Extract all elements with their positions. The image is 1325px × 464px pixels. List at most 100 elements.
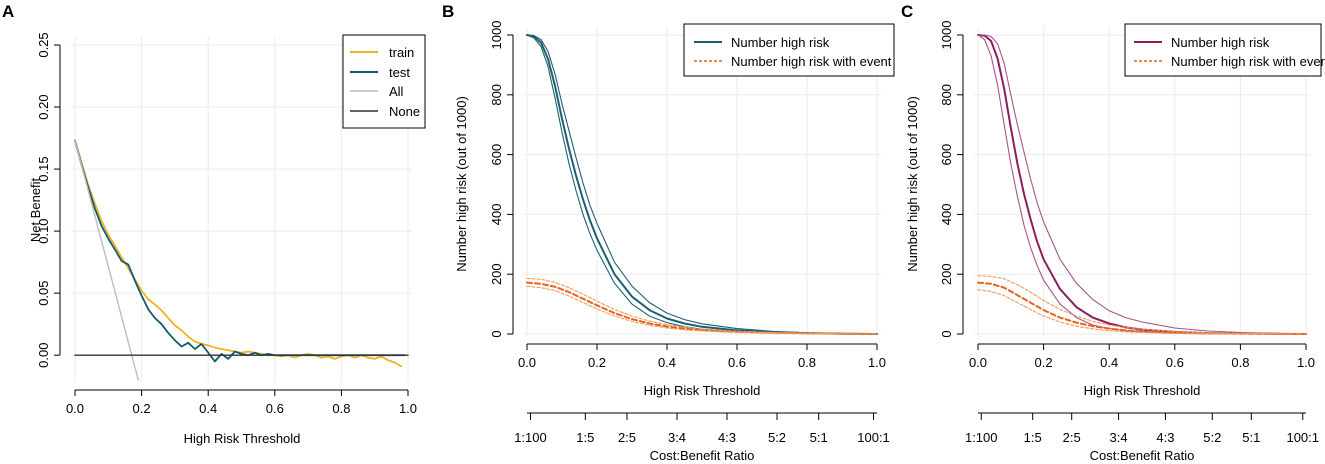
x-tick-label-b-2: 0.4: [658, 355, 676, 370]
y-tick-label-a-5: 0.25: [36, 32, 51, 57]
x-tick-label-b-1: 0.2: [588, 355, 606, 370]
cost-benefit-label-b-7: 100:1: [857, 430, 890, 445]
x-tick-label-a-5: 1.0: [399, 401, 417, 416]
cost-benefit-label-b-2: 2:5: [618, 430, 636, 445]
panel-c: C 0.0 0.2 0.4 0.6 0.8 1.0 1:100 1:5 2:5 3:4 4:3 5:…: [901, 2, 1325, 463]
panel-b: B 0.0 0.2 0.4 0.6 0.8 1.0 1:100 1:5 2:5 3:4 4:3 5:…: [442, 2, 895, 463]
legend-box-c: [1124, 23, 1322, 77]
legend-label-event-b: Number high risk with event: [731, 54, 892, 69]
legend-label-all: All: [389, 84, 404, 99]
x-tick-label-b-0: 0.0: [518, 355, 536, 370]
series-b-number-high-risk: [526, 34, 878, 335]
y-tick-label-a-4: 0.20: [36, 94, 51, 119]
cost-benefit-title-c: Cost:Benefit Ratio: [1090, 448, 1195, 463]
y-tick-label-b-1: 200: [489, 263, 504, 285]
x-tick-label-c-4: 0.8: [1231, 355, 1249, 370]
y-tick-label-b-3: 600: [489, 144, 504, 166]
x-tick-label-b-3: 0.6: [728, 355, 746, 370]
cost-benefit-label-c-3: 3:4: [1110, 430, 1128, 445]
cost-benefit-label-b-3: 3:4: [668, 430, 686, 445]
y-tick-label-b-4: 800: [489, 84, 504, 106]
y-tick-label-c-4: 800: [939, 84, 954, 106]
cost-benefit-label-c-6: 5:1: [1242, 430, 1260, 445]
cost-benefit-axis-b: 1:100 1:5 2:5 3:4 4:3 5:2 5:1 100:1: [514, 412, 890, 445]
series-b-number-high-risk-with-event-upper-ci: [526, 277, 878, 335]
series-a-train: [74, 139, 403, 368]
y-tick-label-c-5: 1000: [939, 21, 954, 50]
y-tick-label-a-3: 0.15: [36, 156, 51, 181]
legend-label-high-risk-b: Number high risk: [731, 35, 830, 50]
x-axis-title-c: High Risk Threshold: [1084, 383, 1201, 398]
legend-label-test: test: [389, 65, 410, 80]
series-c-number-high-risk-upper-ci: [977, 34, 1307, 335]
x-tick-label-a-2: 0.4: [199, 401, 217, 416]
y-tick-label-a-2: 0.10: [36, 218, 51, 243]
legend-box-b: [683, 23, 895, 77]
y-tick-label-b-0: 0: [489, 330, 504, 337]
panel-label-c: C: [901, 2, 913, 21]
x-tick-label-a-3: 0.6: [266, 401, 284, 416]
y-axis-title-c: Number high risk (out of 1000): [905, 96, 920, 272]
lines-c: [977, 34, 1307, 335]
legend-box-a: [342, 34, 426, 129]
x-tick-label-c-0: 0.0: [969, 355, 987, 370]
x-axis-b: 0.0 0.2 0.4 0.6 0.8 1.0: [518, 343, 886, 370]
cost-benefit-axis-c: 1:100 1:5 2:5 3:4 4:3 5:2 5:1 100:1: [965, 412, 1319, 445]
cost-benefit-label-b-1: 1:5: [576, 430, 594, 445]
legend-label-event-c: Number high risk with event: [1171, 54, 1325, 69]
y-tick-label-b-5: 1000: [489, 21, 504, 50]
series-b-number-high-risk-upper-ci: [526, 34, 878, 335]
cost-benefit-title-b: Cost:Benefit Ratio: [650, 448, 755, 463]
y-axis-title-b: Number high risk (out of 1000): [454, 96, 469, 272]
cost-benefit-label-b-4: 4:3: [718, 430, 736, 445]
series-b-number-high-risk-with-event-lower-ci: [526, 285, 878, 335]
y-tick-label-a-1: 0.05: [36, 280, 51, 305]
series-c-number-high-risk: [977, 34, 1307, 335]
y-axis-c: 0 200 400 600 800 1000: [939, 21, 964, 338]
x-tick-label-b-5: 1.0: [868, 355, 886, 370]
lines-a: [74, 139, 409, 381]
x-tick-label-c-2: 0.4: [1100, 355, 1118, 370]
grid-b: [523, 27, 881, 336]
legend-label-high-risk-c: Number high risk: [1171, 35, 1270, 50]
x-axis-title-a: High Risk Threshold: [184, 431, 301, 446]
cost-benefit-label-c-2: 2:5: [1063, 430, 1081, 445]
cost-benefit-label-c-4: 4:3: [1156, 430, 1174, 445]
y-tick-label-c-3: 600: [939, 144, 954, 166]
cost-benefit-label-c-0: 1:100: [965, 430, 998, 445]
y-axis-b: 0 200 400 600 800 1000: [489, 21, 514, 338]
legend-c: Number high risk Number high risk with e…: [1124, 23, 1325, 77]
panel-label-a: A: [2, 2, 14, 21]
x-tick-label-c-1: 0.2: [1035, 355, 1053, 370]
y-axis-title-a: Net Benefit: [28, 177, 43, 242]
cost-benefit-label-c-7: 100:1: [1286, 430, 1319, 445]
x-tick-label-b-4: 0.8: [798, 355, 816, 370]
cost-benefit-label-b-6: 5:1: [810, 430, 828, 445]
panel-label-b: B: [442, 2, 454, 21]
legend-label-none: None: [389, 104, 420, 119]
x-tick-label-a-4: 0.8: [332, 401, 350, 416]
cost-benefit-label-b-0: 1:100: [514, 430, 547, 445]
y-axis-a: 0.00 0.05 0.10 0.15 0.20 0.25: [36, 32, 61, 368]
series-c-number-high-risk-lower-ci: [977, 34, 1307, 335]
y-tick-label-c-0: 0: [939, 330, 954, 337]
y-tick-label-c-2: 400: [939, 204, 954, 226]
cost-benefit-label-b-5: 5:2: [768, 430, 786, 445]
lines-b: [526, 34, 878, 335]
legend-a: train test All None: [342, 34, 426, 129]
x-tick-label-a-1: 0.2: [133, 401, 151, 416]
series-c-number-high-risk-with-event-upper-ci: [977, 275, 1307, 335]
cost-benefit-label-c-1: 1:5: [1024, 430, 1042, 445]
panel-a: A 0.0 0.2 0.4 0.6 0.8 1.0 0.00 0.05 0.10 0.15 0.2…: [2, 2, 426, 446]
x-axis-title-b: High Risk Threshold: [644, 383, 761, 398]
y-tick-label-b-2: 400: [489, 204, 504, 226]
cost-benefit-label-c-5: 5:2: [1203, 430, 1221, 445]
x-tick-label-c-5: 1.0: [1297, 355, 1315, 370]
x-tick-label-a-0: 0.0: [66, 401, 84, 416]
y-tick-label-c-1: 200: [939, 263, 954, 285]
x-tick-label-c-3: 0.6: [1166, 355, 1184, 370]
y-tick-label-a-0: 0.00: [36, 343, 51, 368]
legend-label-train: train: [389, 45, 414, 60]
series-c-number-high-risk-with-event-lower-ci: [977, 289, 1307, 335]
